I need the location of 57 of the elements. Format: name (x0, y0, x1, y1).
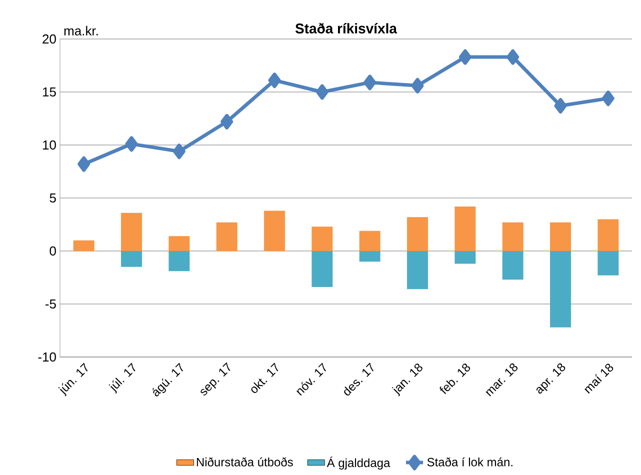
point (602, 90, 614, 106)
x-tick-label: apr. 18 (536, 363, 566, 394)
bar (264, 210, 285, 251)
point (554, 98, 567, 114)
x-tick-label: ágú. 17 (152, 362, 183, 396)
point (316, 84, 328, 100)
x-tick-label: feb. 18 (440, 364, 470, 394)
bar (407, 217, 428, 251)
bar (312, 226, 333, 251)
bar (502, 251, 524, 280)
point (458, 49, 472, 65)
y-tick-label: 0 (50, 246, 56, 256)
legend-label: Niðurstaða útboðs (196, 457, 293, 466)
x-tick-label: nóv. 17 (296, 362, 326, 396)
bar (216, 222, 238, 251)
legend-label: Á gjalddaga (326, 456, 390, 470)
x-tick-label: des. 17 (344, 362, 374, 396)
bar (454, 251, 476, 264)
bar (312, 251, 333, 288)
bar (550, 251, 571, 328)
point (364, 74, 376, 90)
y-tick-label: 10 (42, 140, 56, 150)
bar (73, 240, 94, 251)
bar (359, 251, 380, 262)
bar (168, 251, 190, 272)
bar (168, 236, 190, 251)
y-axis-title: ma.kr. (64, 26, 98, 36)
y-tick-label: -5 (45, 299, 56, 309)
bar (454, 206, 476, 251)
bar (598, 219, 619, 251)
bar (550, 222, 571, 251)
y-tick-label: 20 (42, 34, 56, 44)
legend-label: Staða í lok mán. (427, 457, 512, 466)
bar (359, 230, 380, 251)
bar (121, 251, 142, 267)
point (220, 114, 234, 130)
x-tick-label: maí 18 (584, 364, 614, 394)
x-tick-label: okt. 17 (251, 362, 278, 394)
bar (598, 251, 619, 276)
point (172, 144, 186, 160)
point (268, 72, 281, 88)
y-tick-label: -10 (38, 352, 56, 362)
x-tick-label: jún. 17 (58, 362, 88, 396)
point (78, 156, 90, 172)
point (506, 49, 520, 65)
bar (502, 222, 524, 251)
x-tick-label: sep. 17 (200, 362, 230, 396)
bar (121, 212, 142, 251)
y-tick-label: 15 (42, 87, 56, 97)
point (411, 78, 424, 94)
x-tick-label: mar. 18 (486, 363, 518, 396)
x-tick-label: júl. 17 (108, 362, 136, 394)
point (125, 136, 138, 152)
x-tick-label: jan. 18 (392, 364, 422, 396)
chart-title: Staða ríkisvíxla (295, 23, 398, 34)
bar (407, 251, 428, 290)
y-tick-label: 5 (50, 193, 56, 203)
